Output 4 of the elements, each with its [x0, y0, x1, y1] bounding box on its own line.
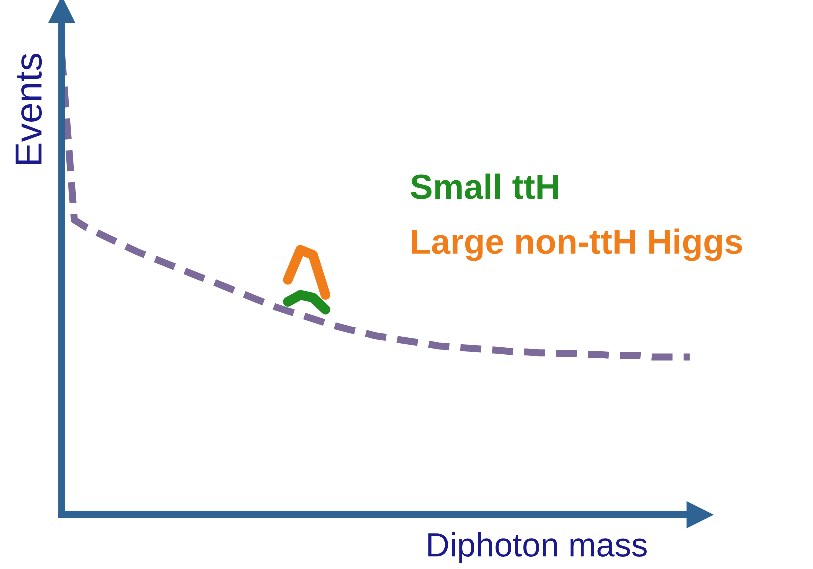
text: Large non-ttH Higgs — [412, 228, 742, 262]
y-axis-title: Events — [16, 54, 42, 164]
x-axis-title: Diphoton mass — [428, 532, 647, 564]
text: Small ttH — [411, 174, 558, 200]
